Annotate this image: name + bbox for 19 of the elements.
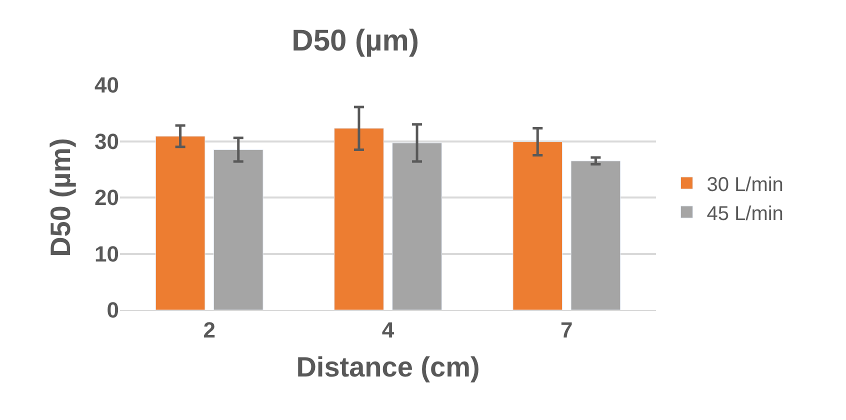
y-tick-label: 40 [94,72,119,98]
x-tick-label: 7 [560,317,573,342]
x-tick-label: 2 [203,317,216,342]
x-axis-title: Distance (cm) [296,352,480,382]
legend-label: 30 L/min [706,174,784,196]
y-tick-label: 20 [94,185,119,210]
bar [334,128,384,310]
x-tick-label: 4 [382,317,395,342]
bar [392,142,442,310]
y-tick-label: 0 [106,298,119,323]
bar [213,149,264,310]
bar [155,136,206,310]
bar [512,142,563,310]
y-axis-title: D50 (µm) [45,138,76,257]
y-tick-label: 30 [94,128,119,154]
chart-title: D50 (µm) [292,24,419,58]
y-tick-label: 10 [94,241,119,266]
bar [570,160,621,310]
legend-label: 45 L/min [706,202,784,225]
